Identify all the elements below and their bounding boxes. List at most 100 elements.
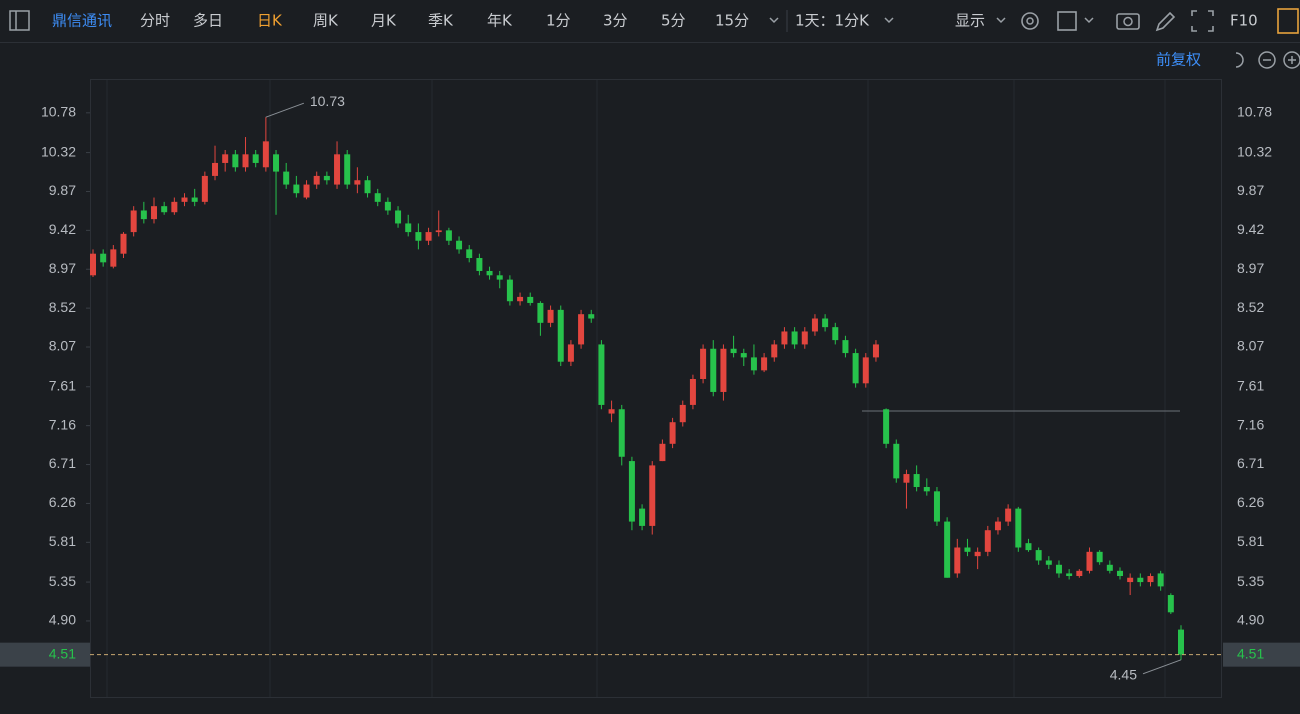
candle-body: [679, 404, 686, 423]
y-tick-label-right: 9.87: [1237, 182, 1264, 198]
candle-body: [1127, 577, 1134, 583]
y-tick-label-right: 8.52: [1237, 299, 1264, 315]
candle-body: [883, 409, 890, 444]
candle-body: [171, 201, 178, 213]
candle-body: [842, 340, 849, 354]
dropdown-arrow[interactable]: [996, 17, 1006, 24]
panel-toggle[interactable]: [1277, 8, 1299, 34]
candle-body: [791, 331, 798, 345]
candle-body: [466, 249, 473, 259]
period-tab[interactable]: 日K: [257, 12, 283, 30]
period-tab[interactable]: 周K: [313, 12, 339, 30]
dropdown-arrow[interactable]: [1084, 17, 1094, 24]
period-tab[interactable]: 月K: [371, 12, 397, 30]
candle-body: [608, 409, 615, 414]
candle-body: [395, 210, 402, 224]
last-price-box: [0, 642, 90, 667]
y-tick-label: 8.52: [49, 299, 76, 315]
candle-body: [1106, 564, 1113, 571]
min-leader: [1142, 659, 1182, 675]
candle-body: [1157, 573, 1164, 587]
y-tick-label-right: 10.32: [1237, 143, 1272, 159]
camera-lens: [1123, 16, 1133, 27]
interval-select[interactable]: 1天：1分K: [795, 12, 870, 30]
layout-icon[interactable]: [1057, 11, 1077, 31]
y-tick-label-right: 5.81: [1237, 533, 1264, 549]
last-price-box: [1223, 642, 1300, 667]
candle-body: [740, 353, 747, 358]
candle-body: [659, 443, 666, 462]
candle-body: [1096, 551, 1103, 563]
candle-body: [628, 461, 635, 522]
candle-body: [527, 296, 534, 303]
candle-body: [456, 240, 463, 250]
settings-icon[interactable]: [1021, 12, 1039, 30]
settings-icon-core: [1026, 17, 1034, 25]
dropdown-arrow[interactable]: [884, 17, 894, 24]
adjust-mode[interactable]: 前复权: [1156, 51, 1201, 69]
y-tick-label: 10.32: [41, 143, 76, 159]
candle-body: [689, 378, 696, 405]
candle-body: [567, 344, 574, 362]
f10-button[interactable]: F10: [1230, 12, 1258, 30]
candle-body: [151, 206, 158, 220]
zoom-in-icon[interactable]: [1283, 51, 1300, 69]
period-tab[interactable]: 5分: [661, 12, 686, 30]
y-tick-label-right: 4.90: [1237, 612, 1264, 628]
y-tick-label-right: 10.78: [1237, 104, 1272, 120]
candle-body: [1116, 570, 1123, 577]
candle-body: [1025, 543, 1032, 551]
candle-body: [974, 551, 981, 557]
dropdown-arrow[interactable]: [769, 17, 779, 24]
candle-body: [954, 547, 961, 574]
candle-body: [283, 171, 290, 185]
period-tab[interactable]: 季K: [428, 12, 454, 30]
reset-icon[interactable]: [1235, 52, 1244, 68]
candle-body: [1076, 570, 1083, 577]
draw-icon[interactable]: [1155, 11, 1176, 32]
candle-body: [700, 348, 707, 379]
candle-body: [730, 348, 737, 354]
camera-icon[interactable]: [1116, 13, 1140, 30]
sidebar-toggle[interactable]: [9, 10, 30, 31]
period-tab[interactable]: 多日: [193, 12, 223, 30]
candle-body: [598, 344, 605, 405]
fullscreen-icon[interactable]: [1191, 10, 1214, 32]
candle-body: [506, 279, 513, 302]
candle-body: [578, 314, 585, 345]
candle-body: [344, 154, 351, 185]
candle-body: [191, 197, 198, 202]
candle-body: [405, 223, 412, 233]
candle-body: [435, 230, 442, 233]
candle-body: [994, 521, 1001, 531]
candle-body: [425, 232, 432, 241]
candle-body: [486, 270, 493, 276]
candle-body: [761, 357, 768, 371]
period-tab[interactable]: 15分: [715, 12, 749, 30]
y-tick-label-right: 8.07: [1237, 338, 1264, 354]
stock-name[interactable]: 鼎信通讯: [52, 12, 112, 30]
period-tab[interactable]: 3分: [603, 12, 628, 30]
period-tab[interactable]: 1分: [546, 12, 571, 30]
candle-body: [334, 154, 341, 185]
period-tab[interactable]: 年K: [487, 12, 513, 30]
candle-body: [557, 309, 564, 362]
display-menu[interactable]: 显示: [955, 12, 985, 30]
candle-body: [181, 197, 188, 202]
candle-body: [903, 474, 910, 483]
zoom-out-icon[interactable]: [1258, 51, 1276, 69]
candle-body: [801, 331, 808, 345]
candle-body: [201, 175, 208, 202]
period-tab[interactable]: 分时: [140, 12, 170, 30]
plot: 10.78 10.78 10.32 10.32 9.87 9.87 9.42 9.42 8.97…: [0, 93, 1300, 683]
candle-body: [811, 318, 818, 332]
candle-body: [547, 309, 554, 323]
candle-body: [984, 530, 991, 552]
candle-body: [323, 175, 330, 181]
candle-body: [262, 141, 269, 168]
y-tick-label: 6.26: [49, 494, 76, 510]
candle-body: [781, 331, 788, 345]
y-tick-label: 7.61: [49, 377, 76, 393]
